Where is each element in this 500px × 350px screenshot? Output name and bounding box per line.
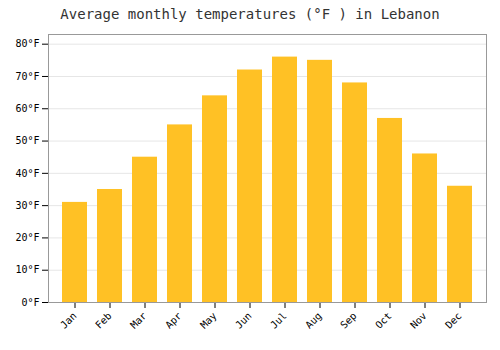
html-text:Average monthly temperatures (: Average monthly temperatures (°F ) in Le… — [60, 6, 440, 22]
svg-text:Nov: Nov — [408, 310, 429, 331]
svg-text:0°F: 0°F — [21, 297, 39, 308]
svg-text:Aug: Aug — [303, 310, 324, 331]
svg-text:70°F: 70°F — [15, 71, 39, 82]
svg-text:Feb: Feb — [93, 310, 114, 331]
svg-text:80°F: 80°F — [15, 38, 39, 49]
svg-text:May: May — [198, 310, 219, 331]
svg-text:Jun: Jun — [233, 310, 254, 331]
svg-text:50°F: 50°F — [15, 135, 39, 146]
svg-text:20°F: 20°F — [15, 232, 39, 243]
svg-text:Jan: Jan — [58, 310, 79, 331]
svg-text:Sep: Sep — [338, 310, 359, 331]
svg-text:40°F: 40°F — [15, 168, 39, 179]
svg-text:Dec: Dec — [443, 310, 464, 331]
svg-text:Apr: Apr — [163, 310, 184, 331]
svg-text:Jul: Jul — [268, 310, 289, 331]
svg-text:10°F: 10°F — [15, 264, 39, 275]
svg-text:60°F: 60°F — [15, 103, 39, 114]
svg-text:Oct: Oct — [373, 310, 394, 331]
svg-text:30°F: 30°F — [15, 200, 39, 211]
svg-text:Mar: Mar — [128, 310, 149, 331]
